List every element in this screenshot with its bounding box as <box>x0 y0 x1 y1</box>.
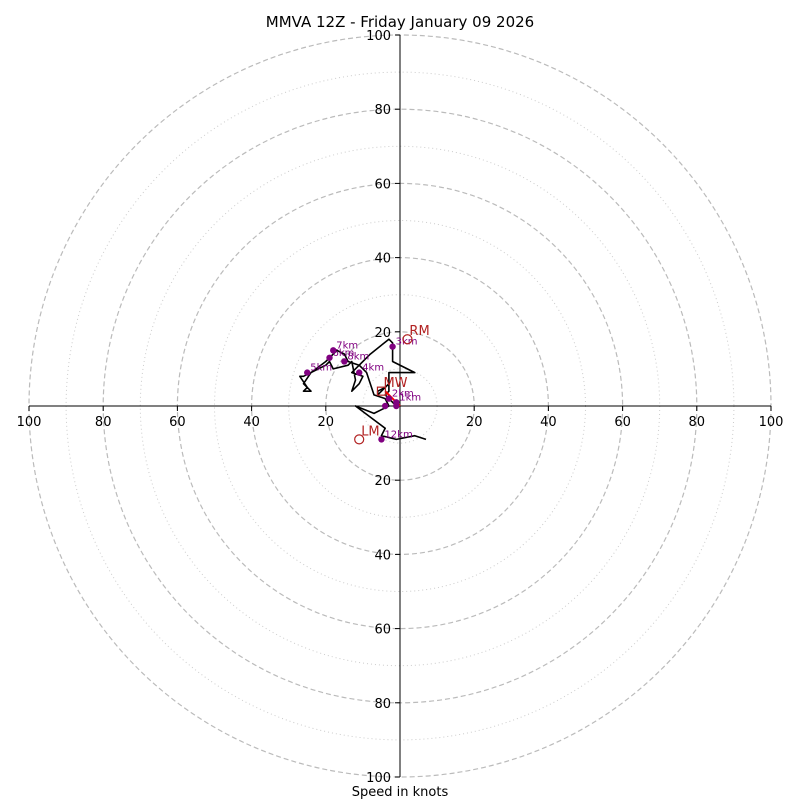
x-tick-label: 60 <box>614 415 631 430</box>
height-marker-dot <box>355 369 363 376</box>
height-marker-dot <box>385 395 393 402</box>
y-tick-label: 100 <box>366 771 391 786</box>
y-tick-label: 100 <box>366 29 391 44</box>
right-mover-marker <box>402 334 413 345</box>
height-marker-label: 6km <box>333 348 355 359</box>
height-marker-label: 1km <box>399 392 421 403</box>
x-tick-label: 80 <box>95 415 112 430</box>
x-tick-label: 40 <box>540 415 557 430</box>
hodograph-line <box>298 338 427 441</box>
height-marker-label: 7km <box>336 340 358 351</box>
x-tick-label: 80 <box>689 415 706 430</box>
x-tick-label: 100 <box>17 415 42 430</box>
height-marker-dot <box>389 343 396 350</box>
y-tick-label: 20 <box>374 474 391 489</box>
x-tick-label: 40 <box>243 415 260 430</box>
x-tick-label: 100 <box>759 415 784 430</box>
y-tick-label: 40 <box>374 548 391 563</box>
storm-motion-label: RM <box>409 324 429 339</box>
x-tick-label: 60 <box>169 415 186 430</box>
x-tick-label: 20 <box>466 415 483 430</box>
height-marker-label: 4km <box>362 363 384 374</box>
y-tick-label: 20 <box>374 326 391 341</box>
storm-motion-label: LM <box>361 424 379 439</box>
height-marker-dot <box>381 402 389 410</box>
axis-tick-labels: 100 80 60 40 20 20 40 60 80 100 100 80 60 40 20 20 40 60 8… <box>17 29 784 786</box>
height-marker-dot <box>393 399 400 406</box>
height-marker-label: 3km <box>396 337 418 348</box>
y-tick-label: 80 <box>374 103 391 118</box>
x-axis-label: Speed in knots <box>352 785 449 800</box>
y-tick-label: 60 <box>374 177 391 192</box>
y-tick-label: 60 <box>374 623 391 638</box>
y-tick-label: 80 <box>374 697 391 712</box>
height-marker-label: 8km <box>347 351 369 362</box>
height-marker-dot <box>326 354 333 361</box>
height-marker-dot <box>378 436 385 443</box>
height-marker-label: 5km <box>310 363 332 374</box>
storm-motion-markers: RM LM MW <box>354 324 430 445</box>
height-marker-dot <box>304 369 311 376</box>
height-marker-label: 2km <box>392 389 414 400</box>
mean-wind-marker <box>376 386 387 396</box>
storm-motion-label: MW <box>383 376 407 391</box>
height-marker-dot <box>330 347 337 354</box>
chart-title: MMVA 12Z - Friday January 09 2026 <box>266 13 534 31</box>
height-marker-dot <box>341 358 348 365</box>
height-marker-label: 12km <box>384 429 412 440</box>
x-tick-label: 20 <box>318 415 335 430</box>
y-tick-label: 40 <box>374 252 391 267</box>
left-mover-marker <box>354 434 365 445</box>
